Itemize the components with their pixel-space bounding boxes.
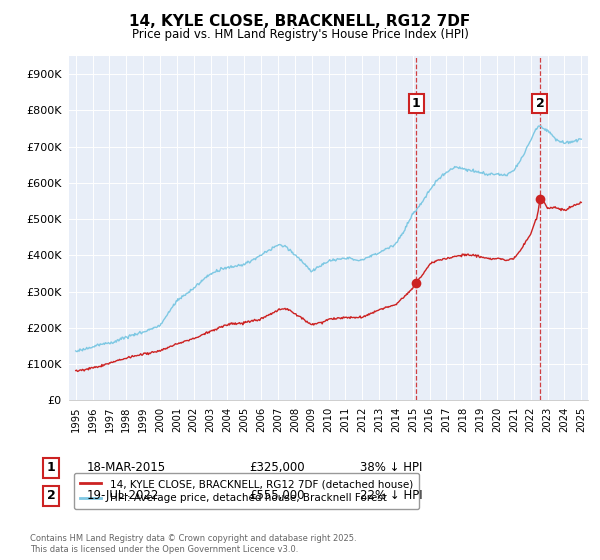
- Text: 19-JUL-2022: 19-JUL-2022: [87, 489, 160, 502]
- Text: £555,000: £555,000: [249, 489, 305, 502]
- Legend: 14, KYLE CLOSE, BRACKNELL, RG12 7DF (detached house), HPI: Average price, detach: 14, KYLE CLOSE, BRACKNELL, RG12 7DF (det…: [74, 473, 419, 510]
- Text: 18-MAR-2015: 18-MAR-2015: [87, 461, 166, 474]
- Text: Contains HM Land Registry data © Crown copyright and database right 2025.
This d: Contains HM Land Registry data © Crown c…: [30, 534, 356, 554]
- Text: 2: 2: [47, 489, 55, 502]
- Text: 38% ↓ HPI: 38% ↓ HPI: [360, 461, 422, 474]
- Text: Price paid vs. HM Land Registry's House Price Index (HPI): Price paid vs. HM Land Registry's House …: [131, 28, 469, 41]
- Text: 22% ↓ HPI: 22% ↓ HPI: [360, 489, 422, 502]
- Text: 14, KYLE CLOSE, BRACKNELL, RG12 7DF: 14, KYLE CLOSE, BRACKNELL, RG12 7DF: [130, 14, 470, 29]
- Text: 1: 1: [47, 461, 55, 474]
- Text: 1: 1: [412, 97, 421, 110]
- Text: 2: 2: [536, 97, 544, 110]
- Text: £325,000: £325,000: [249, 461, 305, 474]
